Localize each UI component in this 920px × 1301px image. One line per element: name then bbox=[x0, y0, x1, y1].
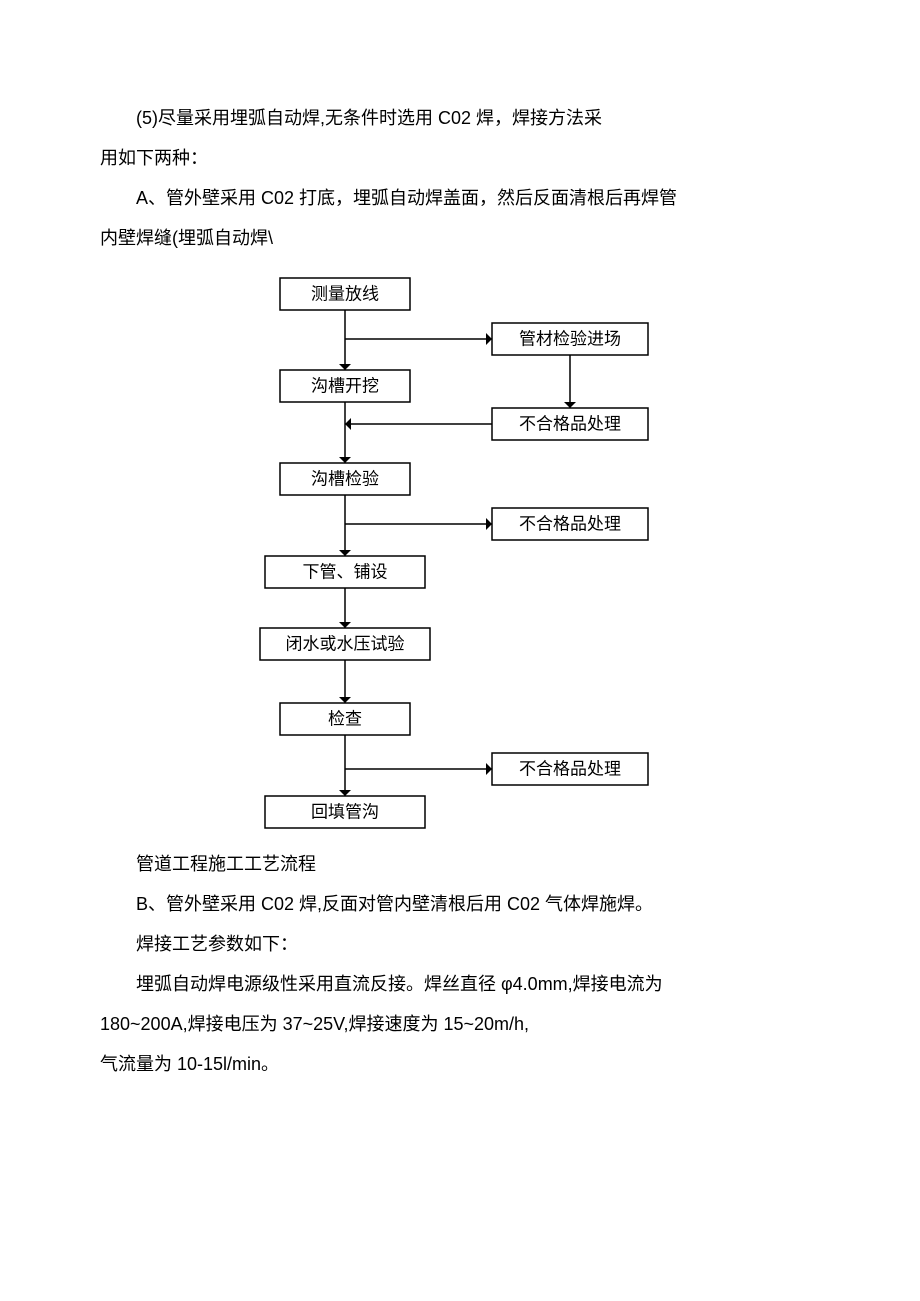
para-params-title: 焊接工艺参数如下： bbox=[100, 926, 820, 962]
flow-node-n6: 不合格品处理 bbox=[492, 508, 648, 540]
svg-text:下管、铺设: 下管、铺设 bbox=[303, 563, 388, 582]
svg-text:回填管沟: 回填管沟 bbox=[311, 803, 379, 822]
svg-text:沟槽检验: 沟槽检验 bbox=[311, 470, 379, 489]
svg-text:不合格品处理: 不合格品处理 bbox=[519, 515, 621, 534]
svg-text:不合格品处理: 不合格品处理 bbox=[519, 760, 621, 779]
flowchart-caption: 管道工程施工工艺流程 bbox=[100, 846, 820, 882]
flow-node-n9: 检查 bbox=[280, 703, 410, 735]
para-params-l3: 气流量为 10-15l/min。 bbox=[100, 1046, 820, 1082]
flow-node-n10: 不合格品处理 bbox=[492, 753, 648, 785]
svg-text:沟槽开挖: 沟槽开挖 bbox=[311, 377, 379, 396]
para-b: B、管外壁采用 C02 焊,反面对管内壁清根后用 C02 气体焊施焊。 bbox=[100, 886, 820, 922]
svg-text:检查: 检查 bbox=[328, 710, 362, 729]
para-params-l2: 180~200A,焊接电压为 37~25V,焊接速度为 15~20m/h, bbox=[100, 1006, 820, 1042]
flow-node-n4: 不合格品处理 bbox=[492, 408, 648, 440]
para-5-line2: 用如下两种： bbox=[100, 140, 820, 176]
flowchart-container: 测量放线管材检验进场沟槽开挖不合格品处理沟槽检验不合格品处理下管、铺设闭水或水压… bbox=[200, 274, 720, 834]
flowchart-svg: 测量放线管材检验进场沟槽开挖不合格品处理沟槽检验不合格品处理下管、铺设闭水或水压… bbox=[200, 274, 700, 834]
para-params-l1: 埋弧自动焊电源级性采用直流反接。焊丝直径 φ4.0mm,焊接电流为 bbox=[100, 966, 820, 1002]
flow-node-n5: 沟槽检验 bbox=[280, 463, 410, 495]
flow-node-n7: 下管、铺设 bbox=[265, 556, 425, 588]
svg-text:管材检验进场: 管材检验进场 bbox=[519, 330, 621, 349]
flow-node-n11: 回填管沟 bbox=[265, 796, 425, 828]
flow-node-n3: 沟槽开挖 bbox=[280, 370, 410, 402]
para-5-line1: (5)尽量采用埋弧自动焊,无条件时选用 C02 焊，焊接方法采 bbox=[100, 100, 820, 136]
flow-node-n8: 闭水或水压试验 bbox=[260, 628, 430, 660]
svg-text:测量放线: 测量放线 bbox=[311, 285, 379, 304]
para-a-line1: A、管外壁采用 C02 打底，埋弧自动焊盖面，然后反面清根后再焊管 bbox=[100, 180, 820, 216]
flow-node-n1: 测量放线 bbox=[280, 278, 410, 310]
para-a-line2: 内壁焊缝(埋弧自动焊\ bbox=[100, 220, 820, 256]
flow-node-n2: 管材检验进场 bbox=[492, 323, 648, 355]
svg-text:不合格品处理: 不合格品处理 bbox=[519, 415, 621, 434]
svg-text:闭水或水压试验: 闭水或水压试验 bbox=[286, 635, 405, 654]
